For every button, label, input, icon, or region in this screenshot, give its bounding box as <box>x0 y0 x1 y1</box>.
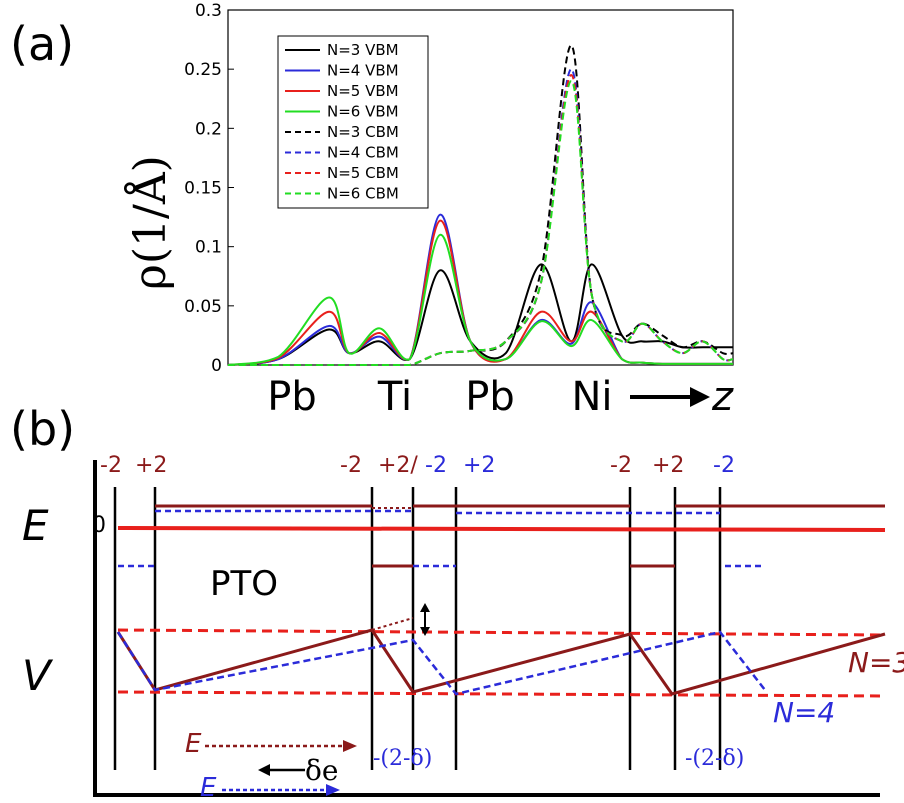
y-tick-label: 0.3 <box>195 1 222 21</box>
band-levels <box>117 504 886 568</box>
field-label-maroon: E <box>185 729 202 759</box>
legend-box <box>277 35 429 209</box>
series-line-4 <box>228 44 734 366</box>
potential-upper-ref <box>117 628 886 637</box>
potential-n3-extension <box>371 617 414 631</box>
legend-label: N=5 VBM <box>327 82 399 100</box>
y-ticks: 0 0.05 0.1 0.15 0.2 0.25 0.3 <box>184 1 234 376</box>
charge-plus2-c: +2 <box>463 453 495 478</box>
z-arrow-head <box>690 387 710 407</box>
charge-plus2-a: +2 <box>135 453 167 478</box>
charge-minus2-c: -2 <box>425 453 447 478</box>
y-tick-label: 0.1 <box>195 238 222 258</box>
field-arrowhead-blue <box>326 784 340 796</box>
zero-energy-label: 0 <box>92 513 106 538</box>
charge-plus2-d: +2 <box>652 453 684 478</box>
y-tick-label: 0.25 <box>184 60 222 80</box>
y-axis-label: ρ(1/Å) <box>123 155 176 290</box>
density-curves <box>227 44 734 366</box>
n3-label: N=3 <box>848 646 904 679</box>
legend-label: N=6 CBM <box>327 185 399 203</box>
y-tick-label: 0 <box>211 356 222 376</box>
atom-label-pb-2: Pb <box>465 374 515 420</box>
legend: N=3 VBM N=4 VBM N=5 VBM N=6 VBM N=3 CBM N=4 C… <box>277 35 429 209</box>
y-tick-label: 0.15 <box>184 179 222 199</box>
series-line-3 <box>227 233 733 366</box>
energy-axis-label: E <box>22 501 49 550</box>
series-line-1 <box>227 213 733 366</box>
offset-arrow-up <box>420 603 430 612</box>
field-label-blue: E <box>200 773 217 803</box>
charge-plus2-b: +2/ <box>378 453 418 478</box>
atom-label-pb-1: Pb <box>267 374 317 420</box>
atom-label-ti: Ti <box>377 374 412 420</box>
n4-label: N=4 <box>773 696 835 729</box>
potential-axis-label: V <box>22 651 54 700</box>
potential-lower-ref <box>117 690 886 698</box>
legend-label: N=5 CBM <box>327 164 399 182</box>
charge-minus2-a: -2 <box>100 453 122 478</box>
field-arrowhead-maroon <box>343 740 357 752</box>
charge-minus2-e: -2 <box>713 453 735 478</box>
offset-arrow-down <box>420 627 430 636</box>
atom-label-ni: Ni <box>571 374 612 420</box>
bottom-charge-2: -(2-δ) <box>685 746 744 771</box>
delta-e-label: δe <box>305 754 338 787</box>
potential-n3 <box>116 628 886 696</box>
series-line-7 <box>228 79 734 366</box>
panel-b-label: (b) <box>10 402 75 456</box>
panel-a-label: (a) <box>10 17 74 71</box>
charge-minus2-d: -2 <box>610 453 632 478</box>
pto-label: PTO <box>210 564 278 604</box>
y-tick-label: 0.05 <box>184 297 222 317</box>
legend-label: N=4 CBM <box>327 144 399 162</box>
legend-label: N=3 VBM <box>327 41 399 59</box>
legend-label: N=4 VBM <box>327 62 399 80</box>
potential-n4 <box>116 630 766 696</box>
delta-e-arrowhead <box>258 764 270 776</box>
legend-label: N=3 CBM <box>327 123 399 141</box>
legend-label: N=6 VBM <box>327 103 399 121</box>
y-tick-label: 0.2 <box>195 119 222 139</box>
bottom-charge-1: -(2-δ) <box>373 746 432 771</box>
charge-minus2-b: -2 <box>340 453 362 478</box>
z-axis-label: z <box>711 374 734 420</box>
